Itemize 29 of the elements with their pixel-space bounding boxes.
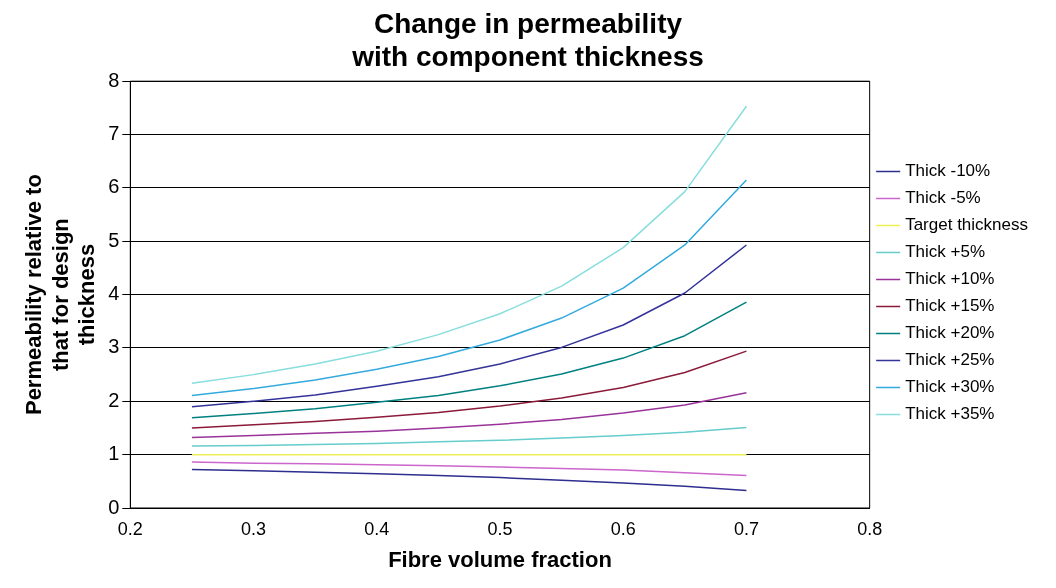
y-tick-label: 6 xyxy=(108,175,120,198)
x-tick-label: 0.8 xyxy=(857,518,883,539)
y-tick-label: 3 xyxy=(108,335,120,358)
y-tick-label: 8 xyxy=(108,68,120,91)
chart-title: Change in permeability with component thickness xyxy=(351,7,704,73)
x-tick-label: 0.4 xyxy=(364,518,390,539)
x-tick-label: 0.6 xyxy=(610,518,636,539)
x-tick-label: 0.3 xyxy=(241,518,267,539)
legend-label: Thick +20% xyxy=(905,323,995,343)
y-tick-label: 4 xyxy=(108,282,120,305)
legend-label: Thick +5% xyxy=(905,242,986,262)
x-tick-label: 0.5 xyxy=(487,518,513,539)
legend-label: Thick -5% xyxy=(905,188,981,208)
y-tick-label: 7 xyxy=(108,122,120,145)
legend-label: Thick +25% xyxy=(905,350,995,370)
legend-label: Thick -10% xyxy=(905,161,991,181)
x-tick-label: 0.7 xyxy=(733,518,759,539)
y-tick-label: 5 xyxy=(108,228,120,251)
y-tick-label: 1 xyxy=(108,442,120,465)
legend-label: Thick +35% xyxy=(905,404,995,424)
x-tick-label: 0.2 xyxy=(117,518,143,539)
y-tick-label: 2 xyxy=(108,388,120,411)
legend-label: Thick +10% xyxy=(905,269,995,289)
x-axis-title: Fibre volume fraction xyxy=(388,546,612,572)
y-axis-title: Permeability relative to that for design thickness xyxy=(21,174,100,416)
legend-label: Thick +15% xyxy=(905,296,995,316)
legend-label: Target thickness xyxy=(905,215,1029,235)
y-tick-label: 0 xyxy=(108,495,120,518)
legend-label: Thick +30% xyxy=(905,377,995,397)
